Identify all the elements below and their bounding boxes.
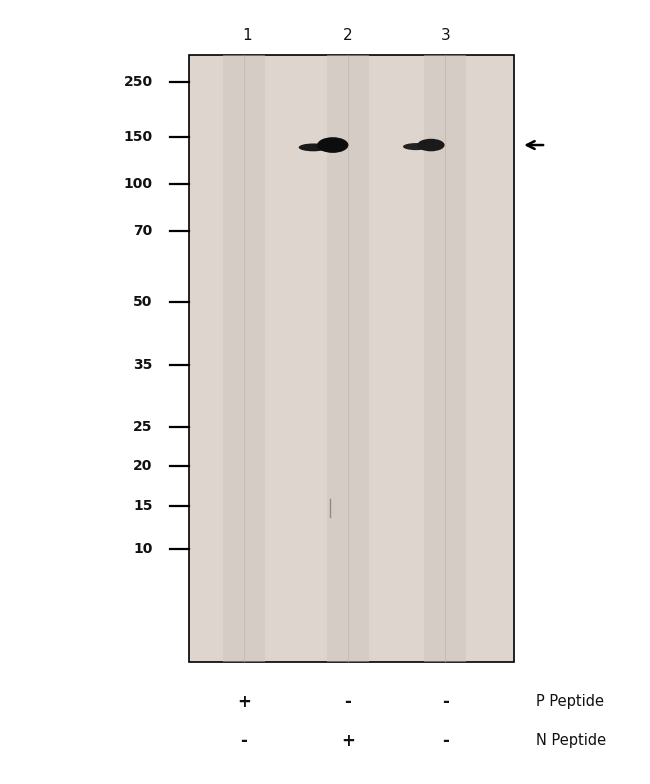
Text: 10: 10 bbox=[133, 542, 153, 556]
Bar bbox=[188, 55, 514, 662]
Text: 70: 70 bbox=[133, 224, 153, 238]
Text: 250: 250 bbox=[124, 75, 153, 89]
Text: 20: 20 bbox=[133, 459, 153, 474]
Text: 2: 2 bbox=[343, 27, 352, 43]
Ellipse shape bbox=[299, 143, 328, 151]
Ellipse shape bbox=[317, 137, 348, 153]
Ellipse shape bbox=[419, 142, 436, 151]
Bar bbox=[222, 55, 265, 662]
Text: -: - bbox=[344, 693, 351, 710]
Text: 50: 50 bbox=[133, 295, 153, 309]
Text: 100: 100 bbox=[124, 177, 153, 191]
Text: +: + bbox=[341, 732, 355, 750]
Ellipse shape bbox=[317, 141, 336, 151]
Bar bbox=[327, 55, 369, 662]
Text: -: - bbox=[442, 693, 448, 710]
Bar bbox=[424, 55, 467, 662]
Ellipse shape bbox=[403, 143, 429, 151]
Text: 15: 15 bbox=[133, 499, 153, 513]
Text: 3: 3 bbox=[441, 27, 450, 43]
Text: 35: 35 bbox=[133, 358, 153, 372]
Text: N Peptide: N Peptide bbox=[536, 733, 606, 749]
Text: 1: 1 bbox=[242, 27, 252, 43]
Text: -: - bbox=[240, 732, 247, 750]
Text: P Peptide: P Peptide bbox=[536, 694, 604, 710]
Text: +: + bbox=[237, 693, 251, 710]
Text: 25: 25 bbox=[133, 420, 153, 434]
Text: -: - bbox=[442, 732, 448, 750]
Text: 150: 150 bbox=[124, 130, 153, 144]
Ellipse shape bbox=[417, 139, 445, 151]
